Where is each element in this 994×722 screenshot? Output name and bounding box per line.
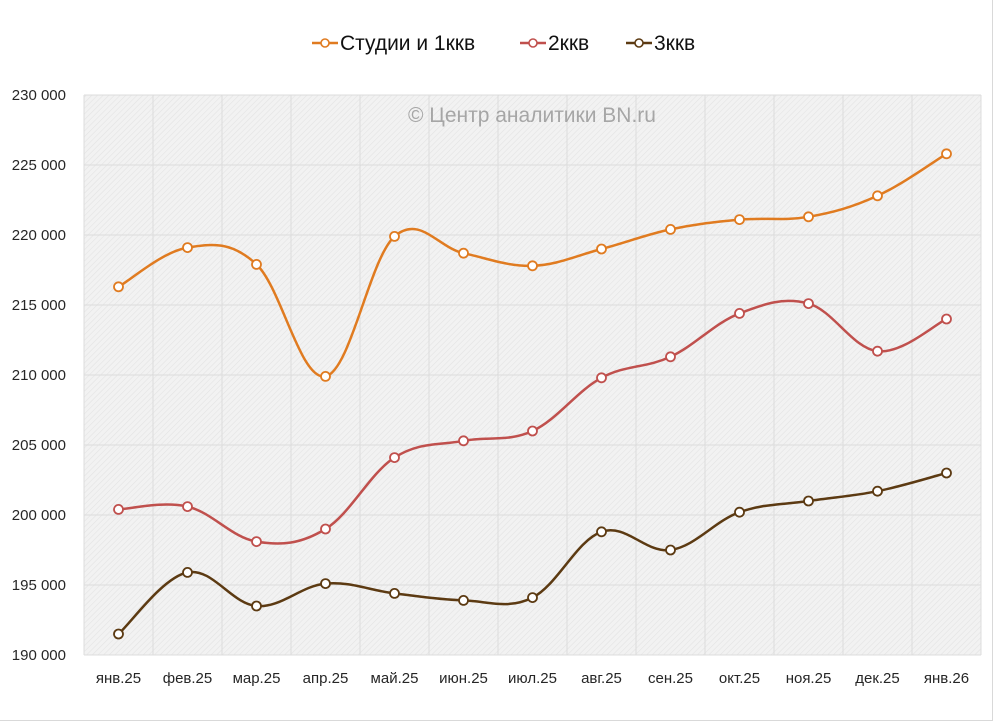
watermark-text: © Центр аналитики BN.ru: [408, 104, 656, 127]
data-point: [113, 281, 124, 293]
data-point: [665, 223, 676, 235]
legend-item: Студии и 1ккв: [312, 32, 475, 55]
x-tick-label: окт.25: [719, 670, 760, 687]
series-3: [113, 467, 952, 640]
gridlines: [83, 94, 982, 656]
x-tick-label: сен.25: [648, 670, 693, 687]
data-point: [734, 506, 745, 518]
data-point: [251, 600, 262, 612]
y-tick-label: 215 000: [12, 297, 66, 314]
data-point: [803, 298, 814, 310]
x-tick-label: май.25: [371, 670, 419, 687]
x-tick-label: фев.25: [163, 670, 213, 687]
x-tick-label: ноя.25: [786, 670, 832, 687]
y-tick-label: 210 000: [12, 367, 66, 384]
data-point: [182, 501, 193, 513]
x-tick-label: янв.26: [924, 670, 969, 687]
data-point: [941, 313, 952, 325]
x-axis-ticks: янв.25 фев.25 мар.25 апр.25 май.25 июн.25 июл.…: [96, 670, 969, 687]
y-tick-label: 190 000: [12, 647, 66, 664]
data-point: [320, 523, 331, 535]
x-tick-label: июл.25: [508, 670, 557, 687]
data-point: [458, 435, 469, 447]
x-tick-label: мар.25: [233, 670, 281, 687]
data-point: [527, 592, 538, 603]
data-point: [596, 526, 607, 538]
data-point: [320, 370, 331, 382]
data-point: [458, 247, 469, 259]
legend-item: 3ккв: [626, 32, 695, 55]
legend-marker-icon: [634, 38, 644, 48]
y-tick-label: 195 000: [12, 577, 66, 594]
legend-marker-icon: [528, 38, 538, 48]
x-tick-label: янв.25: [96, 670, 141, 687]
x-tick-label: июн.25: [439, 670, 488, 687]
data-point: [734, 307, 745, 319]
data-point: [182, 567, 193, 578]
data-point: [941, 467, 952, 479]
data-point: [872, 345, 883, 357]
data-point: [320, 578, 331, 589]
x-tick-label: дек.25: [855, 670, 900, 687]
data-point: [527, 425, 538, 437]
y-tick-label: 230 000: [12, 87, 66, 104]
data-point: [113, 503, 124, 515]
data-point: [251, 258, 262, 270]
data-point: [596, 372, 607, 384]
data-point: [389, 230, 400, 242]
data-point: [941, 148, 952, 160]
series-1: [113, 148, 952, 382]
data-point: [665, 544, 676, 556]
series-2: [113, 298, 952, 547]
y-tick-label: 225 000: [12, 157, 66, 174]
data-point: [596, 243, 607, 255]
series-lines: [113, 148, 952, 640]
data-point: [872, 190, 883, 202]
data-point: [113, 628, 124, 640]
x-tick-label: авг.25: [581, 670, 622, 687]
legend-marker-icon: [320, 38, 330, 48]
data-point: [872, 485, 883, 497]
legend-item: 2ккв: [520, 32, 589, 55]
y-tick-label: 200 000: [12, 507, 66, 524]
data-point: [803, 495, 814, 507]
data-point: [458, 595, 469, 606]
x-tick-label: апр.25: [303, 670, 349, 687]
data-point: [182, 242, 193, 254]
legend: Студии и 1ккв 2ккв 3ккв: [312, 32, 695, 55]
data-point: [665, 351, 676, 363]
legend-label: 2ккв: [548, 32, 589, 55]
legend-label: 3ккв: [654, 32, 695, 55]
legend-label: Студии и 1ккв: [340, 32, 475, 55]
data-point: [803, 211, 814, 223]
data-point: [251, 536, 262, 547]
data-point: [527, 260, 538, 272]
data-point: [389, 588, 400, 599]
data-point: [734, 214, 745, 226]
y-axis-ticks: 190 000 195 000 200 000 205 000 210 000 215 0…: [12, 87, 66, 664]
y-tick-label: 205 000: [12, 437, 66, 454]
y-tick-label: 220 000: [12, 227, 66, 244]
data-point: [389, 452, 400, 464]
